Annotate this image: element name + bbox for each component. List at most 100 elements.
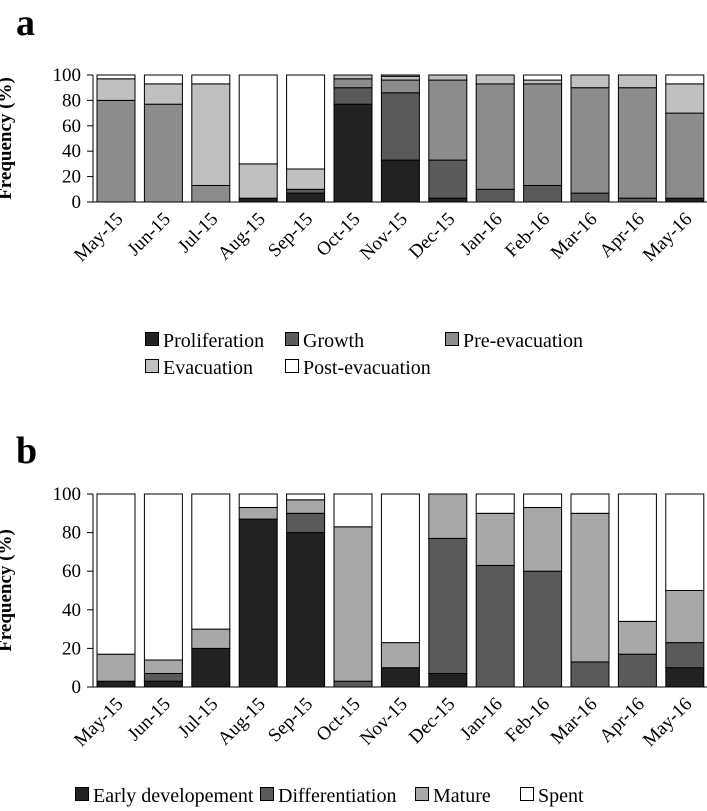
legend-item: Spent <box>520 785 584 808</box>
bar-segment <box>570 87 610 194</box>
legend-label: Spent <box>538 785 584 807</box>
legend-swatch <box>285 359 299 373</box>
bar-segment <box>238 507 278 520</box>
legend-label: Early developement <box>93 785 254 807</box>
y-tick-label: 40 <box>62 141 81 162</box>
bar-segment <box>665 493 705 591</box>
x-tick-label: Oct-15 <box>312 209 364 261</box>
legend-label: Post-evacuation <box>303 357 431 379</box>
bar-segment <box>523 507 563 572</box>
bar-segment <box>380 75 420 81</box>
bar-segment <box>96 78 136 101</box>
bar-segment <box>143 493 183 661</box>
legend-swatch <box>520 787 534 801</box>
legend-label: Mature <box>433 785 491 807</box>
bar-segment <box>96 99 136 203</box>
bar-segment <box>523 74 563 81</box>
legend-item: Growth <box>285 330 364 353</box>
bar-segment <box>191 83 231 186</box>
bar-segment <box>96 653 136 682</box>
bar-segment <box>286 188 326 194</box>
bar-segment <box>286 192 326 203</box>
bar-segment <box>665 74 705 85</box>
x-tick-label: May-15 <box>70 694 127 751</box>
x-tick-label: Dec-15 <box>405 209 459 263</box>
legend-label: Growth <box>303 330 365 352</box>
bar-segment <box>665 590 705 644</box>
bar-segment <box>380 92 420 161</box>
bar-segment <box>617 493 657 622</box>
x-tick-label: Oct-15 <box>312 694 364 746</box>
x-tick-label: Sep-15 <box>264 209 317 262</box>
bar-segment <box>523 79 563 85</box>
legend-item: Mature <box>415 785 491 808</box>
panel-label-b: b <box>16 430 38 472</box>
bar-segment <box>143 83 183 105</box>
y-tick-label: 20 <box>62 638 81 659</box>
bar-segment <box>143 672 183 682</box>
bar-segment <box>475 564 515 688</box>
bar-segment <box>96 74 136 80</box>
bar-segment <box>191 493 231 630</box>
y-tick-label: 100 <box>53 65 82 86</box>
bar-segment <box>617 653 657 688</box>
y-tick-label: 20 <box>62 167 81 188</box>
bar-segment <box>428 197 468 203</box>
bar-segment <box>428 79 468 161</box>
legend-label: Evacuation <box>163 357 253 379</box>
bar-segment <box>665 112 705 199</box>
x-tick-label: Feb-16 <box>501 694 554 747</box>
bar-segment <box>570 661 610 688</box>
bar-segment <box>380 159 420 203</box>
bar-segment <box>617 197 657 203</box>
bar-segment <box>286 512 326 534</box>
legend-swatch <box>145 359 159 373</box>
bar-segment <box>380 493 420 644</box>
y-tick-label: 0 <box>72 192 82 213</box>
y-tick-label: 80 <box>62 90 81 111</box>
chart-b: Frequency (%)020406080100May-15Jun-15Jul… <box>0 484 707 751</box>
y-axis-label: Frequency (%) <box>0 77 16 200</box>
bar-segment <box>143 680 183 688</box>
bar-segment <box>143 659 183 674</box>
x-tick-label: May-16 <box>639 209 696 266</box>
legend-swatch <box>145 332 159 346</box>
bar-segment <box>523 83 563 186</box>
bar-segment <box>428 672 468 688</box>
bar-segment <box>523 184 563 203</box>
bar-segment <box>617 87 657 199</box>
y-tick-label: 60 <box>62 561 81 582</box>
x-tick-label: May-16 <box>639 694 696 751</box>
bar-segment <box>380 79 420 94</box>
bar-segment <box>238 74 278 165</box>
legend-swatch <box>285 332 299 346</box>
legend-swatch <box>415 787 429 801</box>
bar-segment <box>428 493 468 539</box>
bar-segment <box>380 667 420 688</box>
legend-swatch <box>445 332 459 346</box>
y-axis-label: Frequency (%) <box>0 529 16 652</box>
bar-segment <box>475 493 515 514</box>
legend-label: Proliferation <box>163 330 265 352</box>
bar-segment <box>286 74 326 170</box>
bar-segment <box>238 163 278 199</box>
panel-label-a: a <box>16 2 35 44</box>
bar-segment <box>428 537 468 674</box>
bar-segment <box>475 512 515 566</box>
x-tick-label: Nov-15 <box>356 694 412 750</box>
bar-segment <box>333 78 373 89</box>
chart-a: Frequency (%)020406080100May-15Jun-15Jul… <box>0 65 707 266</box>
bar-segment <box>523 493 563 509</box>
bar-segment <box>570 192 610 203</box>
bar-segment <box>617 74 657 89</box>
legend-item: Early developement <box>75 785 254 808</box>
bar-segment <box>570 512 610 663</box>
bar-segment <box>143 74 183 85</box>
bar-segment <box>523 570 563 688</box>
x-tick-label: Jun-15 <box>124 694 175 745</box>
x-tick-label: Dec-15 <box>405 694 459 748</box>
bar-segment <box>191 74 231 85</box>
bar-segment <box>333 680 373 688</box>
bar-segment <box>380 642 420 669</box>
x-tick-label: Aug-15 <box>214 694 270 750</box>
